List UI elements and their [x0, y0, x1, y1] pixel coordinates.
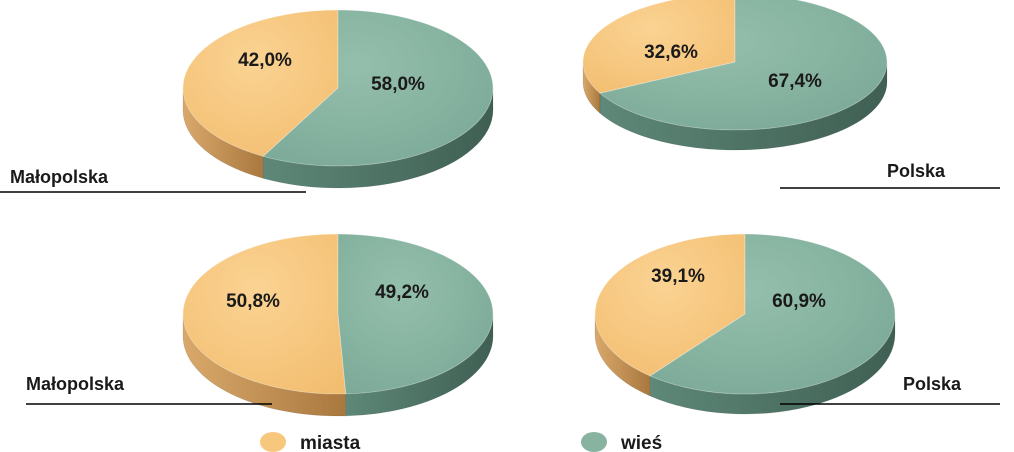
legend-label-miasta: miasta	[300, 433, 361, 452]
value-label-wies: 49,2%	[375, 282, 429, 303]
value-label-wies: 67,4%	[768, 71, 822, 92]
value-label-miasta: 42,0%	[238, 50, 292, 71]
pie-chart-4: 39,1% 60,9% Polska	[594, 233, 1000, 415]
legend-swatch-wies	[581, 432, 607, 452]
slice-wies	[262, 9, 494, 167]
chart-caption: Małopolska	[10, 167, 109, 187]
legend-label-wies: wieś	[620, 433, 662, 452]
pie-chart-2: 32,6% 67,4% Polska	[582, 0, 1000, 189]
slice-miasta	[182, 233, 347, 395]
slice-miasta	[594, 233, 746, 377]
slice-wies	[599, 0, 888, 131]
slice-wies	[649, 233, 896, 395]
chart-caption: Małopolska	[26, 374, 125, 394]
chart-caption: Polska	[887, 161, 946, 181]
legend-swatch-miasta	[260, 432, 286, 452]
slice-wies	[337, 233, 494, 395]
pie-chart-3: 50,8% 49,2% Małopolska	[26, 233, 494, 417]
value-label-miasta: 32,6%	[644, 42, 698, 63]
slice-miasta	[582, 0, 736, 94]
slice-miasta	[182, 9, 339, 157]
value-label-wies: 58,0%	[371, 74, 425, 95]
value-label-miasta: 39,1%	[651, 266, 705, 287]
legend: miasta wieś	[260, 432, 662, 452]
value-label-miasta: 50,8%	[226, 291, 280, 312]
chart-caption: Polska	[903, 374, 962, 394]
value-label-wies: 60,9%	[772, 291, 826, 312]
pie-chart-1: 42,0% 58,0% Małopolska	[0, 9, 494, 193]
